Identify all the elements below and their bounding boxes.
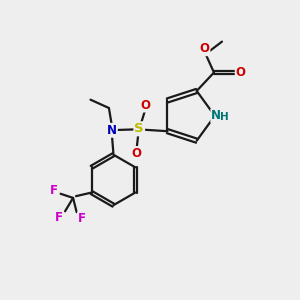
Text: O: O — [131, 147, 141, 160]
Text: F: F — [78, 212, 86, 225]
Text: N: N — [107, 124, 117, 137]
Text: N: N — [211, 109, 221, 122]
Text: H: H — [220, 112, 229, 122]
Text: O: O — [200, 42, 209, 55]
Text: F: F — [50, 184, 58, 197]
Text: S: S — [134, 122, 144, 135]
Text: F: F — [55, 211, 63, 224]
Text: O: O — [140, 98, 150, 112]
Text: O: O — [236, 66, 246, 79]
